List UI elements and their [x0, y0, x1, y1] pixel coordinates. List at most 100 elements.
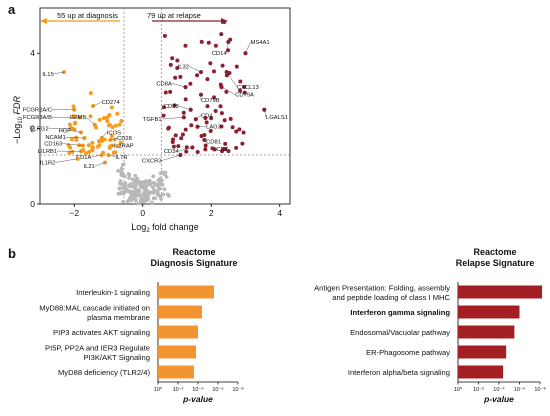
relapse-point — [195, 149, 200, 154]
relapse-point — [204, 120, 209, 125]
relapse-point — [213, 43, 218, 48]
bar-chart-subtitle: Relapse Signature — [456, 258, 535, 268]
ns-point — [151, 174, 156, 179]
ns-point — [157, 193, 162, 198]
bar-x-tick-label: 10⁻⁴ — [192, 386, 204, 393]
diagnosis-point — [97, 117, 102, 122]
panel-a-label: a — [8, 2, 16, 17]
relapse-point — [228, 116, 233, 121]
label-leader — [226, 41, 229, 54]
label-leader — [91, 154, 102, 157]
diagnosis-point — [67, 122, 72, 127]
diagnosis-point — [88, 114, 93, 119]
x-tick-label: 4 — [277, 208, 282, 218]
ns-point — [120, 162, 125, 167]
diagnosis-point — [112, 137, 117, 142]
relapse-point — [238, 88, 243, 93]
label-leader — [62, 143, 83, 146]
volcano-plot: MS4A1 CD14 IL32 CXCL13 CD8A CD79A CD79B LGALS1 C… — [12, 7, 291, 234]
bar — [158, 365, 194, 379]
label-leader — [70, 130, 82, 133]
diagnosis-arrow-text: 55 up at diagnosis — [57, 11, 118, 20]
relapse-point — [195, 73, 200, 78]
relapse-point — [168, 62, 173, 67]
gene-label: CXCL13 — [237, 85, 259, 91]
bar-category-label: PI5P, PP2A and IER3 Regulate — [45, 343, 150, 352]
gene-label: CD38 — [164, 104, 179, 110]
relapse-point — [223, 141, 228, 146]
gene-label: GZMB — [69, 115, 86, 121]
relapse-point — [175, 58, 180, 63]
relapse-point — [172, 103, 177, 108]
relapse-point — [188, 81, 193, 86]
gene-label: MS4A1 — [251, 40, 270, 46]
bar-chart-title: Reactome — [172, 247, 215, 257]
relapse-point — [176, 144, 181, 149]
diagnosis-point — [67, 150, 72, 155]
ns-point — [150, 200, 154, 205]
ns-point — [121, 185, 126, 190]
bar-category-label: plasma membrane — [87, 313, 150, 322]
relapse-arrow-text: 79 up at relapse — [147, 11, 201, 20]
ns-point — [143, 192, 148, 197]
gene-label: CD79B — [201, 98, 220, 104]
gene-label: IL1RAP — [114, 143, 134, 149]
bar-category-label: MyD88:MAL cascade initiated on — [39, 303, 150, 312]
diagnosis-point — [95, 144, 100, 149]
relapse-point — [162, 33, 167, 38]
bar-category-label: Endosomal/Vacuolar pathway — [350, 328, 450, 337]
ns-point — [127, 176, 131, 180]
diagnosis-point — [107, 122, 112, 127]
ns-point — [135, 176, 140, 181]
ns-point — [160, 182, 165, 187]
relapse-point — [224, 89, 229, 94]
gene-label: CD28 — [117, 136, 132, 142]
relapse-point — [221, 147, 226, 152]
threshold-lines — [40, 8, 290, 204]
gene-label: IL1R2 — [40, 160, 55, 166]
gene-label: CD14 — [212, 51, 228, 57]
ns-point — [136, 181, 140, 185]
ns-point — [116, 169, 120, 173]
ns-point — [167, 193, 171, 198]
bar-category-label: PI3K/AKT Signaling — [83, 353, 150, 362]
relapse-point — [202, 133, 207, 138]
gene-label: ICOS — [107, 130, 121, 136]
relapse-point — [189, 123, 194, 128]
y-tick-label: 0 — [30, 199, 35, 209]
diagnosis-point — [109, 105, 114, 110]
ns-point — [155, 184, 160, 188]
diagnosis-point — [90, 148, 95, 153]
label-leader — [65, 136, 85, 139]
bar — [458, 305, 520, 319]
ns-point — [118, 181, 122, 186]
relapse-point — [175, 65, 180, 70]
ns-point — [123, 182, 128, 187]
ns-point — [147, 182, 152, 187]
relapse-point — [170, 139, 175, 144]
gene-label: KLRG2 — [30, 127, 49, 133]
ns-point — [158, 176, 163, 181]
gene-label: CD4 — [201, 113, 213, 119]
relapse-point — [170, 56, 175, 61]
diagnosis-point — [107, 113, 112, 118]
relapse-point — [242, 90, 247, 95]
label-leader — [204, 139, 207, 142]
bar — [458, 285, 543, 299]
ns-point — [133, 197, 138, 202]
label-leader — [94, 162, 106, 167]
relapse-point — [234, 64, 239, 69]
relapse-point — [209, 116, 214, 121]
bar — [158, 285, 214, 299]
bar-x-label: p-value — [182, 394, 213, 404]
bar — [158, 325, 198, 339]
gene-label: FCGR2A/C — [23, 108, 52, 114]
bar — [458, 325, 515, 339]
relapse-point — [219, 111, 224, 116]
ns-point — [119, 166, 124, 171]
bar-x-tick-label: 10⁻⁶ — [212, 386, 223, 393]
relapse-point — [163, 90, 168, 95]
ns-point — [127, 196, 132, 201]
gene-label: CXCR3 — [142, 159, 162, 165]
